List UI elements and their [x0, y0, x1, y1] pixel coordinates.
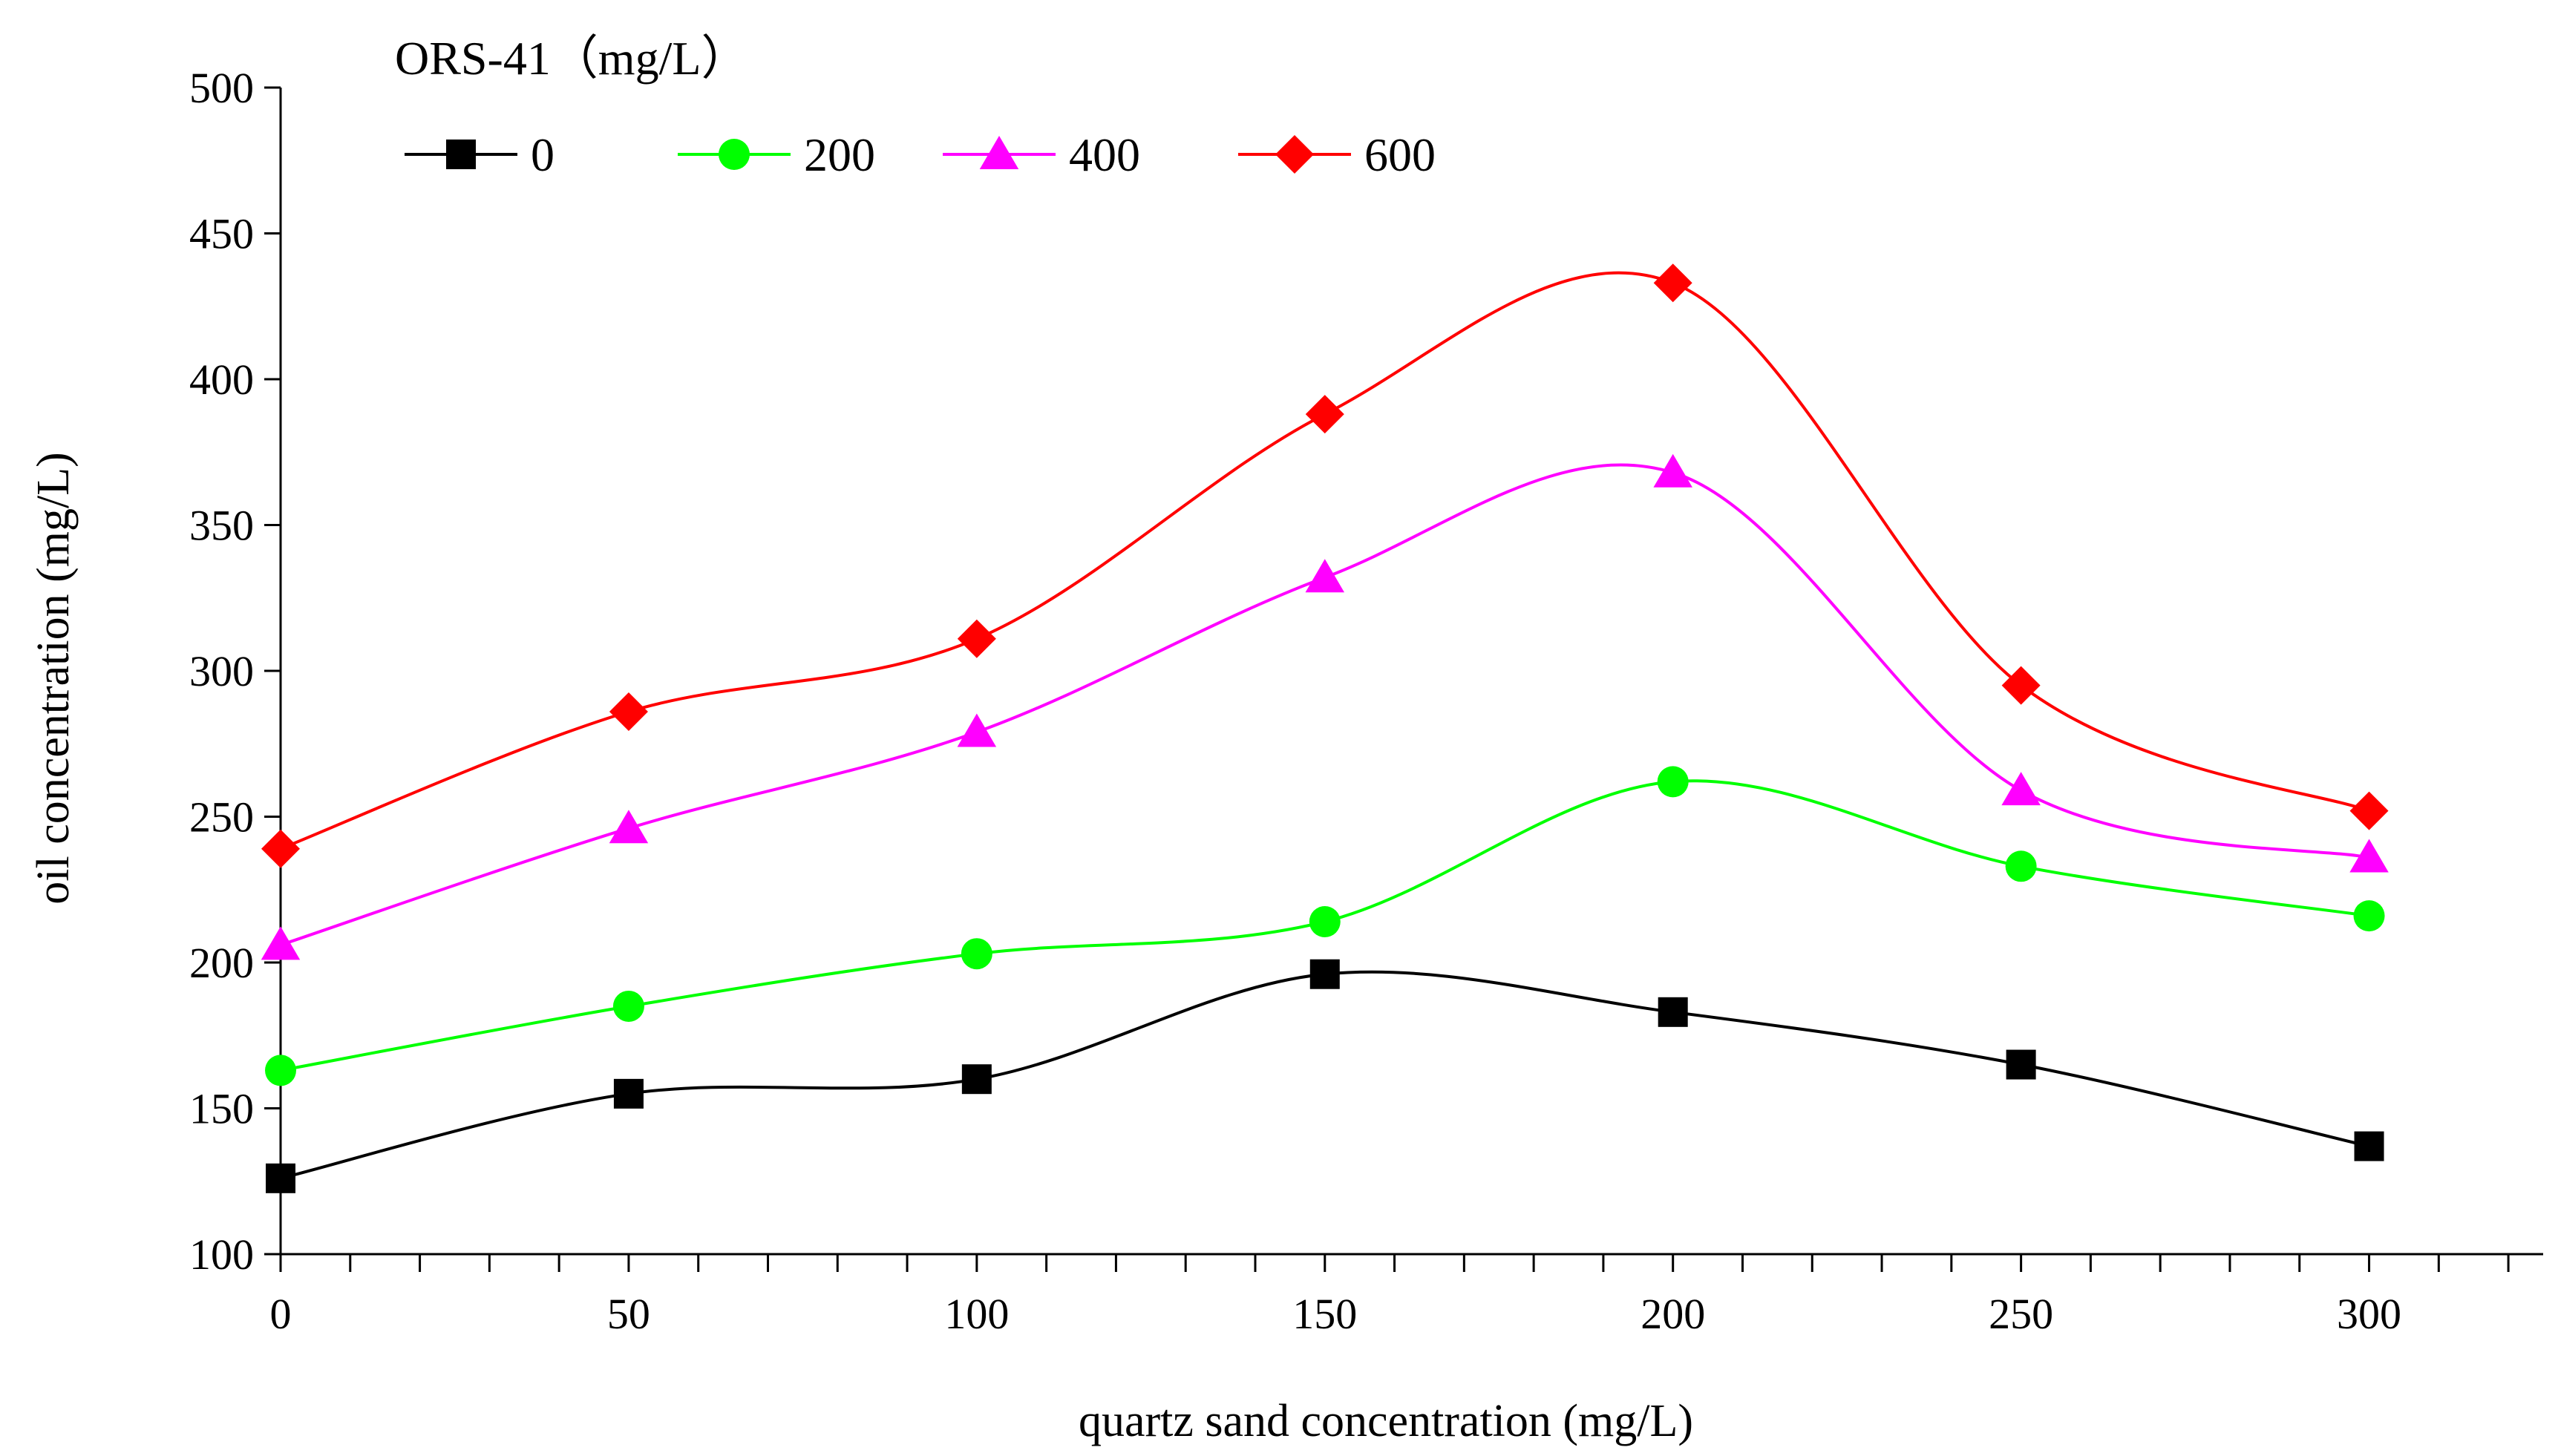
x-tick-label: 200 [1641, 1290, 1705, 1338]
data-point-200 [1657, 766, 1689, 798]
legend-label: 0 [531, 128, 555, 181]
legend-label: 400 [1069, 128, 1140, 181]
data-point-600 [1305, 395, 1344, 434]
y-tick-label: 500 [189, 64, 254, 112]
data-point-600 [609, 692, 648, 732]
data-point-200 [2353, 900, 2385, 932]
legend-marker [1275, 135, 1314, 174]
y-tick-label: 150 [189, 1085, 254, 1133]
data-point-0 [1309, 959, 1340, 989]
x-tick-label: 50 [607, 1290, 650, 1338]
data-point-400 [2349, 839, 2389, 873]
legend-marker [446, 140, 476, 169]
legend-item-0: 0 [405, 128, 555, 181]
data-point-0 [2006, 1049, 2036, 1080]
legend-marker [719, 139, 750, 170]
y-tick-label: 300 [189, 647, 254, 695]
legend-label: 200 [804, 128, 875, 181]
data-point-400 [261, 926, 301, 960]
x-tick-label: 150 [1292, 1290, 1357, 1338]
data-point-400 [957, 713, 997, 747]
x-tick-label: 250 [1989, 1290, 2053, 1338]
x-tick-label: 300 [2337, 1290, 2401, 1338]
series-markers [261, 263, 2389, 1193]
data-point-600 [2349, 791, 2389, 830]
x-axis-title: quartz sand concentration (mg/L) [1079, 1396, 1693, 1446]
data-point-400 [1305, 559, 1345, 593]
data-point-200 [265, 1055, 296, 1086]
data-point-600 [261, 829, 300, 868]
axes: 100 150 200 250 300 350 400 450 500 0 50 100 150 200 2… [189, 64, 2543, 1338]
series-line-0 [280, 970, 2369, 1180]
y-tick-label: 400 [189, 355, 254, 404]
legend-item-400: 400 [943, 128, 1140, 181]
x-tick-label: 100 [944, 1290, 1009, 1338]
data-point-0 [2354, 1131, 2384, 1161]
data-point-600 [957, 619, 996, 658]
y-tick-label: 350 [189, 502, 254, 550]
y-axis-title: oil concentration (mg/L) [28, 452, 79, 904]
legend: ORS-41（mg/L） 0 200 400 600 [395, 32, 1436, 181]
legend-item-600: 600 [1238, 128, 1436, 181]
data-point-600 [1653, 263, 1692, 303]
data-point-0 [961, 1064, 992, 1095]
y-tick-label: 250 [189, 793, 254, 842]
data-point-0 [1658, 997, 1688, 1027]
x-tick-label: 0 [270, 1290, 292, 1338]
data-point-200 [612, 990, 644, 1022]
legend-label: 600 [1364, 128, 1436, 181]
data-point-400 [1653, 453, 1692, 488]
y-tick-label: 100 [189, 1230, 254, 1279]
data-point-200 [961, 938, 992, 970]
data-point-600 [2001, 666, 2041, 705]
y-tick-label: 200 [189, 939, 254, 987]
data-point-200 [2005, 850, 2037, 882]
data-point-0 [613, 1078, 644, 1109]
y-tick-label: 450 [189, 210, 254, 258]
data-point-200 [1309, 905, 1341, 937]
data-point-0 [266, 1163, 295, 1193]
data-point-400 [2001, 772, 2041, 806]
data-point-400 [609, 810, 649, 844]
legend-title: ORS-41（mg/L） [395, 32, 748, 85]
legend-marker [979, 136, 1019, 169]
legend-item-200: 200 [678, 128, 875, 181]
